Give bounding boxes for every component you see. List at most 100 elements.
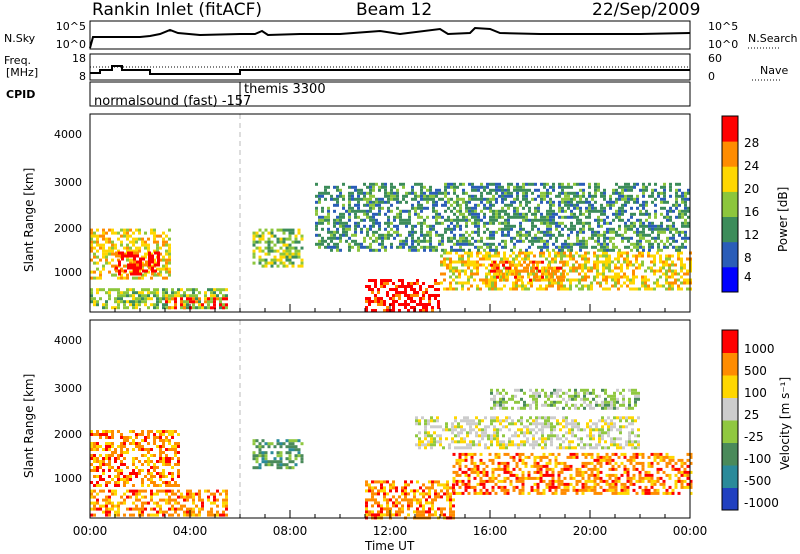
power-cell <box>393 191 396 195</box>
velocity-cell <box>102 478 105 481</box>
velocity-cell <box>141 445 144 448</box>
power-cell <box>663 191 666 195</box>
velocity-cell <box>448 428 451 432</box>
power-cell <box>90 228 93 232</box>
power-cell <box>486 221 489 225</box>
power-cell <box>623 260 626 264</box>
power-cell <box>594 200 597 204</box>
power-cell <box>372 248 375 252</box>
power-cell <box>336 221 339 225</box>
power-cell <box>603 221 606 225</box>
power-cell <box>548 278 551 282</box>
power-cell <box>90 276 93 280</box>
velocity-cell <box>401 504 404 508</box>
power-cell <box>147 288 150 292</box>
power-cell <box>429 242 432 246</box>
velocity-cell <box>590 455 594 459</box>
power-cell <box>497 251 500 255</box>
power-cell <box>162 258 165 262</box>
power-cell <box>444 230 447 234</box>
power-cell <box>419 309 422 312</box>
power-cell <box>495 188 498 192</box>
power-cell <box>438 221 441 225</box>
power-cell <box>663 182 666 186</box>
power-cell <box>546 188 549 192</box>
velocity-cell <box>620 461 624 465</box>
power-cell <box>90 297 93 301</box>
velocity-cell <box>505 425 508 429</box>
power-cell <box>384 188 387 192</box>
velocity-cell <box>653 452 657 456</box>
power-cell <box>636 206 639 210</box>
power-cell <box>168 261 171 265</box>
power-cell <box>462 197 465 201</box>
power-cell <box>419 285 422 288</box>
velocity-cell <box>559 422 562 426</box>
power-cell <box>668 266 671 270</box>
power-cell <box>126 306 129 310</box>
power-cell <box>363 212 366 216</box>
power-cell <box>680 275 683 279</box>
velocity-cell <box>556 437 559 441</box>
power-cell <box>419 297 422 300</box>
velocity-cell <box>449 486 452 490</box>
power-cell <box>477 245 480 249</box>
power-cell <box>336 227 339 231</box>
power-cb-tick-28: 28 <box>744 136 760 150</box>
power-cell <box>573 227 576 231</box>
power-cell <box>632 263 635 267</box>
noise-sky-line <box>89 26 691 49</box>
xtick-6: 00:00 <box>672 524 708 538</box>
power-cell <box>411 242 414 246</box>
velocity-cell <box>123 451 126 454</box>
velocity-cell <box>496 440 499 444</box>
power-cell <box>494 275 497 279</box>
power-cell <box>105 300 108 304</box>
power-cell <box>417 242 420 246</box>
power-cell <box>542 287 545 291</box>
velocity-cell <box>204 489 207 493</box>
velocity-cell <box>374 498 377 502</box>
power-cell <box>153 249 156 253</box>
velocity-cell <box>586 434 589 438</box>
power-cell <box>297 228 301 232</box>
power-cell <box>162 303 165 307</box>
power-cell <box>387 194 390 198</box>
power-cell <box>527 287 530 291</box>
power-cell <box>615 233 618 237</box>
power-cell <box>171 288 174 292</box>
velocity-cell <box>114 451 117 454</box>
power-cell <box>548 260 551 264</box>
power-cell <box>351 185 354 189</box>
velocity-cell <box>565 431 568 435</box>
power-cell <box>596 263 599 267</box>
power-cell <box>165 252 168 256</box>
power-cell <box>639 221 642 225</box>
power-cell <box>483 203 486 207</box>
power-cell <box>132 276 135 280</box>
velocity-cell <box>503 488 507 492</box>
velocity-cell <box>635 491 639 495</box>
power-cell <box>591 194 594 198</box>
velocity-cell <box>665 488 669 492</box>
velocity-cell <box>111 454 114 457</box>
power-cell <box>156 234 159 238</box>
power-cell <box>151 254 154 258</box>
power-cell <box>567 242 570 246</box>
power-cell <box>465 224 468 228</box>
velocity-cell <box>437 492 440 496</box>
power-cell <box>471 212 474 216</box>
power-cell <box>157 251 160 255</box>
velocity-cell <box>493 437 496 441</box>
velocity-cell <box>102 510 105 514</box>
power-cell <box>645 224 648 228</box>
power-cell <box>213 300 216 304</box>
power-cell <box>555 221 558 225</box>
velocity-cell <box>460 431 463 435</box>
power-cell <box>213 291 216 295</box>
power-cell <box>141 273 144 277</box>
velocity-cell <box>395 510 398 514</box>
velocity-cell <box>297 454 301 458</box>
velocity-cell <box>544 416 547 420</box>
power-cell <box>219 300 222 304</box>
